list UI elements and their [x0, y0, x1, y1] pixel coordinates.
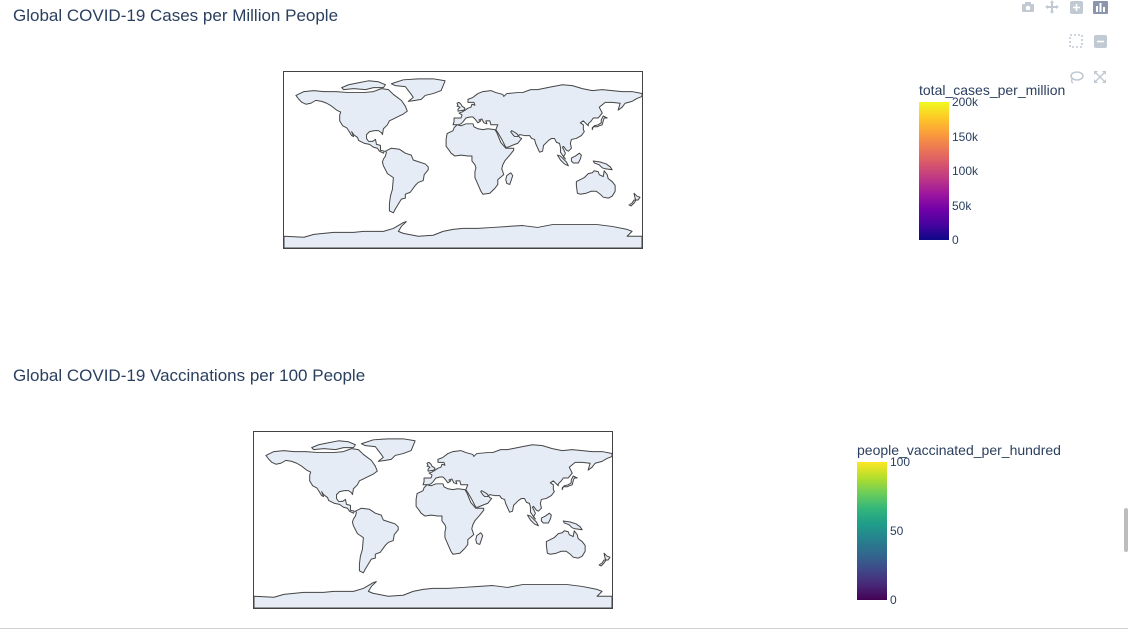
landmass-sumatra[interactable] [556, 154, 569, 167]
landmass-africa[interactable] [445, 123, 515, 195]
camera-icon[interactable] [1020, 0, 1036, 14]
colorbar-tick-label: 50k [952, 198, 972, 213]
reset-icon[interactable] [1092, 70, 1108, 84]
landmass-antarctica[interactable] [254, 581, 612, 608]
landmass-africa[interactable] [415, 483, 485, 555]
zoom-out-icon[interactable] [1092, 34, 1108, 48]
world-map-vaccinations[interactable] [253, 431, 613, 609]
box-select-icon[interactable] [1068, 34, 1084, 48]
world-map-cases[interactable] [283, 71, 643, 249]
colorbar-tick-label: 0 [890, 593, 897, 607]
landmass-north-america[interactable] [265, 448, 378, 514]
landmass-antarctica[interactable] [284, 221, 642, 248]
landmass-uk[interactable] [426, 461, 436, 472]
colorbar-title-vaccinations: people_vaccinated_per_hundred [857, 442, 1061, 458]
landmass-europe-asia[interactable] [452, 84, 642, 160]
plotly-logo-icon[interactable] [1092, 0, 1108, 14]
colorbar-title-cases: total_cases_per_million [919, 82, 1066, 98]
zoom-in-icon[interactable] [1068, 0, 1084, 14]
lasso-icon[interactable] [1068, 70, 1084, 84]
landmass-greenland[interactable] [390, 78, 446, 102]
colorbar-tick-label: 50 [890, 524, 904, 538]
landmass-uk[interactable] [456, 101, 466, 112]
colorbar-tick-label: 0 [952, 233, 959, 247]
colorbar-tick-label: 100 [890, 455, 911, 469]
landmass-europe-asia[interactable] [422, 444, 612, 520]
colorbar-tick-label: 150k [952, 129, 979, 144]
landmass-greenland[interactable] [360, 438, 416, 462]
map-svg-cases [284, 72, 642, 248]
landmass-borneo-indonesia[interactable] [570, 152, 582, 164]
landmass-arctic-islands[interactable] [341, 80, 386, 91]
divider [0, 628, 1128, 629]
landmass-borneo-indonesia[interactable] [540, 512, 552, 524]
colorbar-cases [919, 102, 949, 240]
landmass-south-america[interactable] [351, 507, 399, 574]
landmass-new-zealand[interactable] [598, 552, 611, 567]
landmass-new-guinea[interactable] [592, 160, 613, 171]
landmass-new-guinea[interactable] [562, 520, 583, 531]
landmass-australia[interactable] [545, 530, 586, 559]
landmass-japan[interactable] [561, 475, 578, 491]
pan-icon[interactable] [1044, 0, 1060, 14]
landmass-sumatra[interactable] [526, 514, 539, 527]
colorbar-tick-label: 200k [952, 95, 979, 109]
chart-title-vaccinations: Global COVID-19 Vaccinations per 100 Peo… [13, 366, 366, 385]
landmass-north-america[interactable] [295, 88, 408, 154]
landmass-australia[interactable] [575, 170, 616, 199]
landmass-madagascar[interactable] [475, 532, 484, 545]
chart-title-cases: Global COVID-19 Cases per Million People [13, 6, 339, 25]
landmass-south-america[interactable] [381, 147, 429, 214]
landmass-new-zealand[interactable] [628, 192, 641, 207]
colorbar-tick-label: 100k [952, 164, 979, 178]
landmass-madagascar[interactable] [505, 172, 514, 185]
colorbar-vaccinations [857, 462, 887, 600]
landmass-japan[interactable] [591, 115, 608, 131]
landmass-arctic-islands[interactable] [311, 440, 356, 451]
scrollbar-thumb[interactable] [1124, 508, 1128, 552]
map-svg-vaccinations [254, 432, 612, 608]
